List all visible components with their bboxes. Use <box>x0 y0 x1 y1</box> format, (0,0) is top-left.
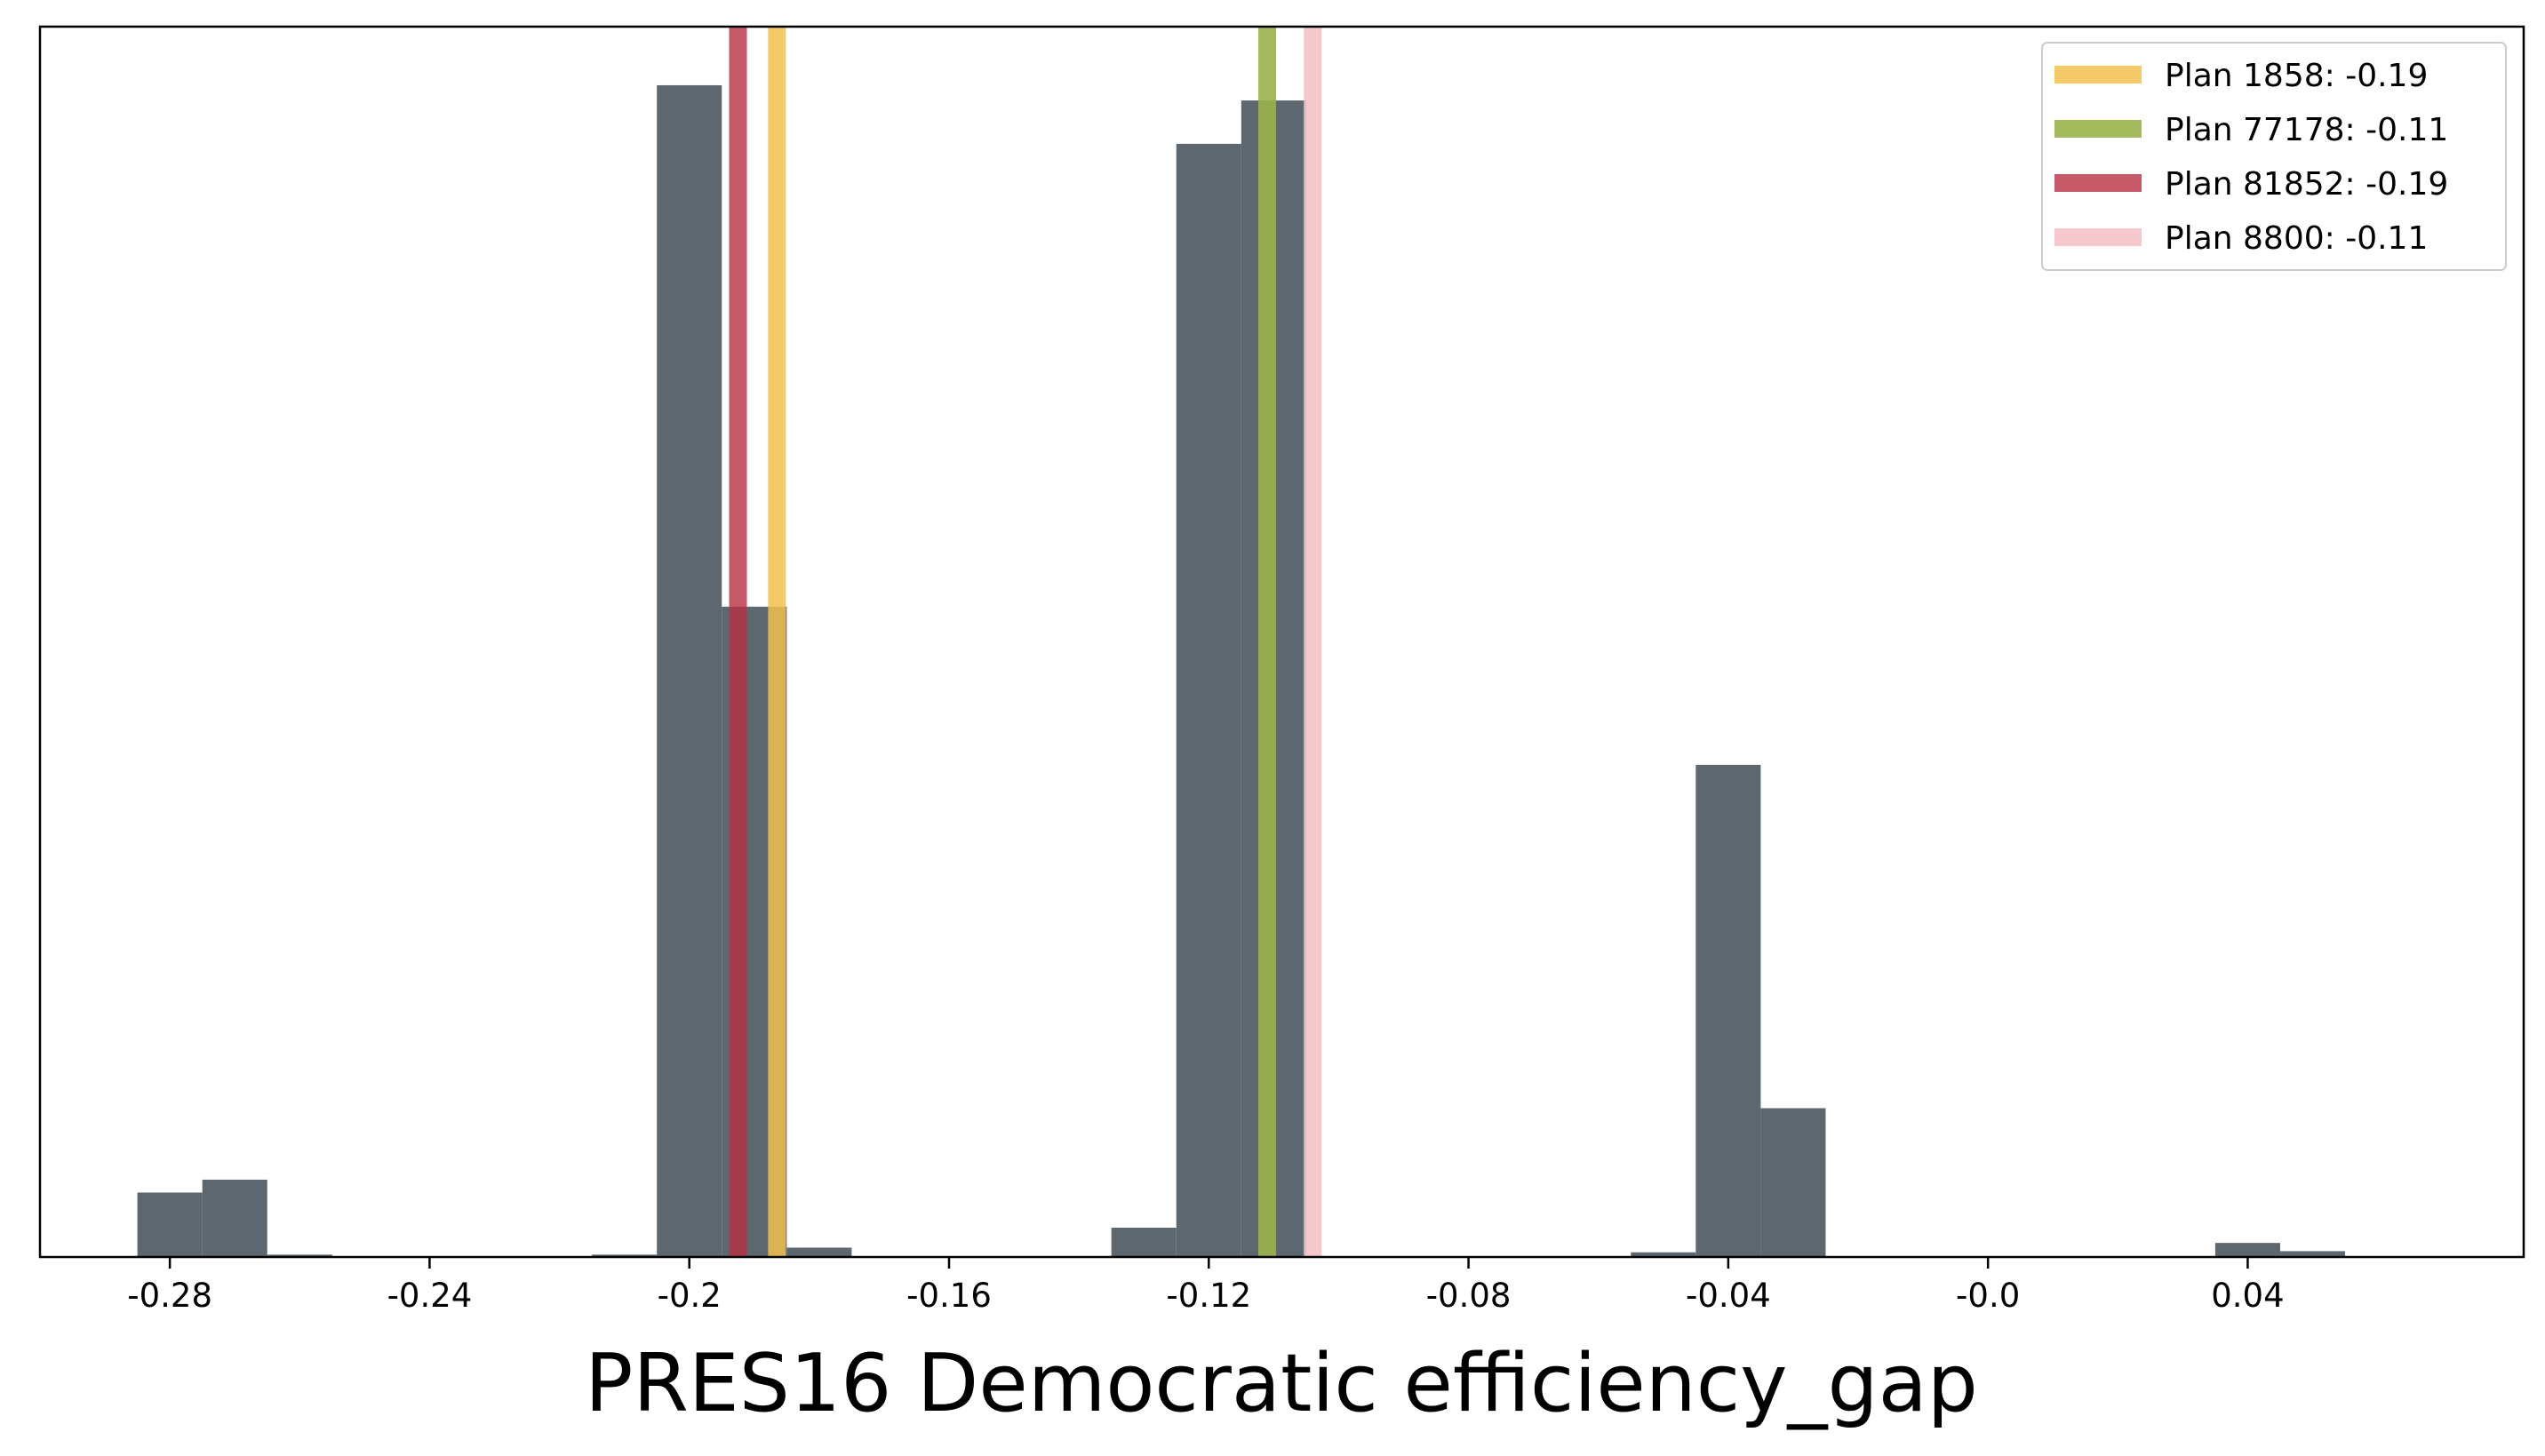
legend-label-1: Plan 77178: -0.11 <box>2165 112 2448 148</box>
histogram-bar-3 <box>592 1254 658 1257</box>
x-tick-label-8: 0.04 <box>2211 1277 2284 1315</box>
x-tick-label-7: -0.0 <box>1956 1277 2020 1315</box>
legend-label-3: Plan 8800: -0.11 <box>2165 220 2428 257</box>
plan-markers <box>729 27 1322 1257</box>
x-axis-label: PRES16 Democratic efficiency_gap <box>585 1337 1978 1430</box>
legend-label-0: Plan 1858: -0.19 <box>2165 58 2428 94</box>
histogram-bar-12 <box>1760 1108 1826 1257</box>
x-tick-label-5: -0.08 <box>1426 1277 1512 1315</box>
legend: Plan 1858: -0.19 Plan 77178: -0.11 Plan 81… <box>2041 42 2507 271</box>
x-tick-label-2: -0.2 <box>658 1277 722 1315</box>
histogram-bar-10 <box>1631 1252 1696 1257</box>
histogram-bar-0 <box>137 1192 203 1257</box>
histogram-bar-2 <box>267 1254 332 1257</box>
histogram-bar-1 <box>202 1179 267 1257</box>
histogram-bars <box>137 84 2346 1258</box>
x-tick-label-0: -0.28 <box>127 1277 212 1315</box>
histogram-bar-14 <box>2279 1251 2346 1257</box>
histogram-bar-11 <box>1695 765 1761 1257</box>
histogram-bar-8 <box>1176 143 1241 1257</box>
histogram-bar-7 <box>1111 1228 1177 1257</box>
x-tick-label-1: -0.24 <box>387 1277 473 1315</box>
x-tick-label-3: -0.16 <box>906 1277 992 1315</box>
x-tick-label-4: -0.12 <box>1166 1277 1251 1315</box>
legend-box <box>2041 42 2507 271</box>
x-tick-label-6: -0.04 <box>1686 1277 1771 1315</box>
x-axis-ticks: -0.28 -0.24 -0.2 -0.16 -0.12 -0.08 -0.04 -0.0 0.… <box>127 1257 2285 1315</box>
histogram-bar-13 <box>2214 1243 2280 1257</box>
plot-frame <box>38 25 2525 1259</box>
histogram-bar-4 <box>657 84 722 1257</box>
legend-label-2: Plan 81852: -0.19 <box>2165 166 2448 203</box>
histogram-bar-6 <box>786 1247 852 1257</box>
